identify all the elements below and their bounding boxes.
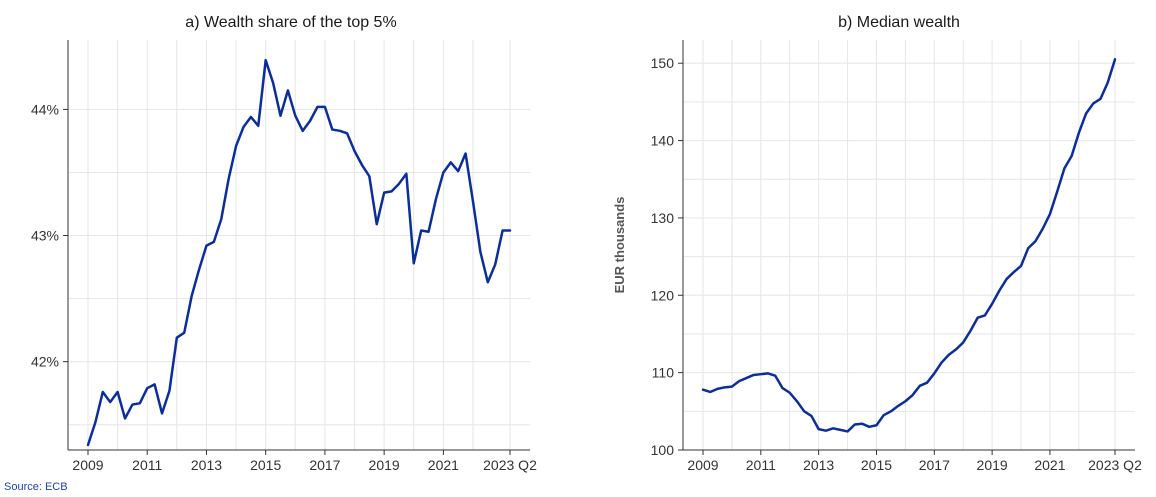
x-tick-label-a: 2013	[191, 457, 222, 473]
y-tick-label-a: 43%	[31, 228, 59, 244]
y-tick-label-b: 120	[651, 287, 675, 303]
y-tick-label-a: 42%	[31, 354, 59, 370]
x-tick-label-a: 2009	[72, 457, 103, 473]
x-tick-label-b: 2009	[687, 457, 718, 473]
x-tick-label-b: 2011	[746, 457, 776, 473]
x-tick-label-a: 2017	[309, 457, 340, 473]
x-tick-label-a: 2015	[250, 457, 281, 473]
chart-panel-a: a) Wealth share of the top 5% 2009 2011 20…	[31, 14, 537, 473]
x-tick-label-b: 2015	[861, 457, 892, 473]
x-tick-label-b: 2019	[977, 457, 1008, 473]
x-tick-label-b: 2021	[1034, 457, 1065, 473]
y-axis-label-b: EUR thousands	[612, 197, 627, 294]
source-note: Source: ECB	[4, 481, 68, 493]
x-tick-label-b: 2017	[919, 457, 950, 473]
plot-area-a: 2009 2011 2013 2015 2017 2019 2021 2023 Q2 42% 43…	[31, 40, 537, 473]
y-tick-label-b: 140	[651, 133, 675, 149]
chart-title-a: a) Wealth share of the top 5%	[185, 14, 396, 31]
series-line-b-0	[701, 58, 1117, 433]
y-tick-label-b: 130	[651, 210, 675, 226]
chart-panel-b: b) Median wealth EUR thousands 2009 2011 2…	[612, 14, 1142, 473]
y-tick-label-a: 44%	[31, 101, 59, 117]
chart-title-b: b) Median wealth	[838, 14, 960, 31]
x-tick-label-a: 2019	[369, 457, 400, 473]
x-tick-label-b: 2023 Q2	[1088, 457, 1142, 473]
x-tick-label-a: 2021	[428, 457, 459, 473]
y-tick-label-b: 110	[652, 365, 675, 381]
x-tick-label-a: 2023 Q2	[483, 457, 537, 473]
y-tick-label-b: 100	[651, 442, 675, 458]
series-line-a-0	[86, 58, 512, 447]
plot-area-b: 2009 2011 2013 2015 2017 2019 2021 2023 Q2 100 11…	[651, 40, 1142, 473]
x-tick-label-b: 2013	[803, 457, 834, 473]
x-tick-label-a: 2011	[132, 457, 162, 473]
y-tick-label-b: 150	[651, 55, 675, 71]
